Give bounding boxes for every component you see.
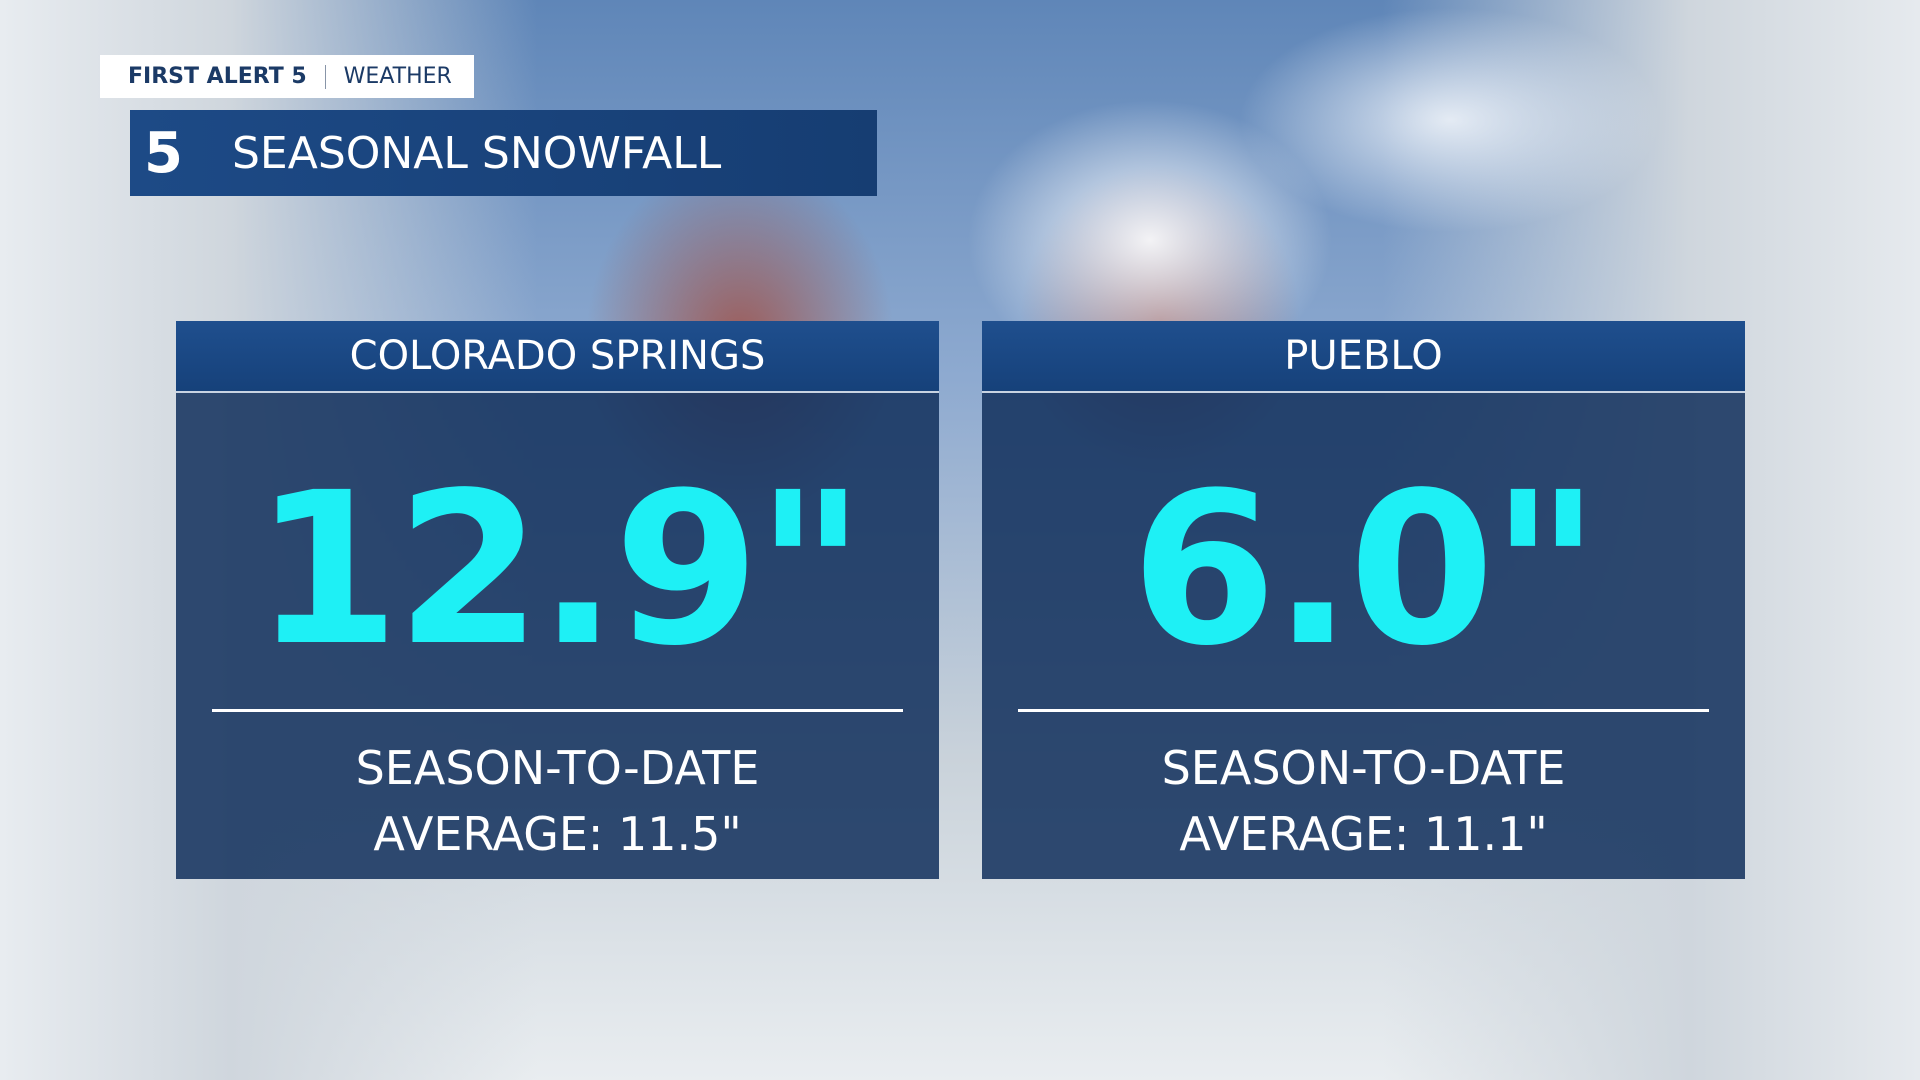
average-text: SEASON-TO-DATE — [1161, 741, 1566, 795]
city-card: COLORADO SPRINGS 12.9" SEASON-TO-DATE AVERA… — [176, 321, 939, 879]
average-text: AVERAGE: 11.5" — [373, 807, 742, 861]
logo: 5 — [144, 120, 183, 186]
divider — [1018, 709, 1709, 712]
separator — [324, 64, 326, 89]
average-text: SEASON-TO-DATE — [355, 741, 760, 795]
title-bar: 5 SEASONAL SNOWFALL — [130, 110, 877, 196]
section: WEATHER — [343, 64, 452, 89]
city-name: COLORADO SPRINGS — [176, 321, 939, 393]
snowfall-value: 12.9" — [253, 447, 866, 692]
snowfall-value: 6.0" — [1130, 447, 1600, 692]
title: SEASONAL SNOWFALL — [232, 127, 722, 179]
brand: FIRST ALERT 5 — [128, 64, 307, 89]
brand-bar: FIRST ALERT 5 WEATHER — [100, 55, 474, 98]
average-text: AVERAGE: 11.1" — [1179, 807, 1548, 861]
city-name: PUEBLO — [982, 321, 1745, 393]
city-card: PUEBLO 6.0" SEASON-TO-DATE AVERAGE: 11.1" — [982, 321, 1745, 879]
divider — [212, 709, 903, 712]
